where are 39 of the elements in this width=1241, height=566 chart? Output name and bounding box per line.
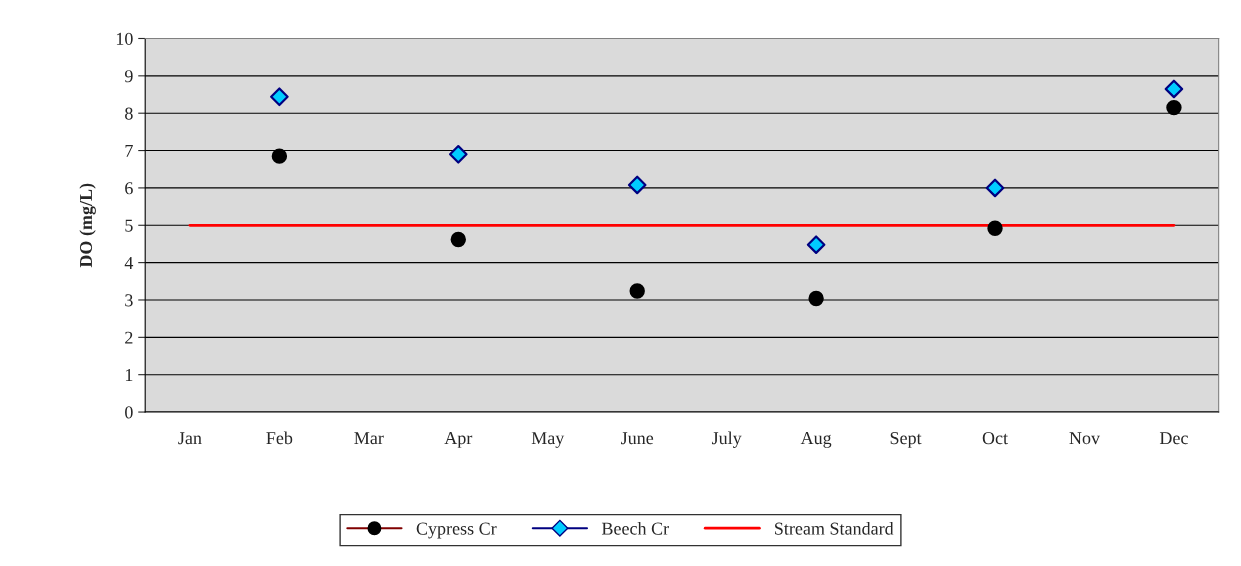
y-tick-label: 7	[125, 145, 133, 157]
x-tick-label: Dec	[1159, 432, 1188, 445]
point	[808, 290, 824, 307]
y-tick-label: 5	[125, 219, 133, 232]
point	[806, 235, 826, 255]
y-tick-label: 10	[116, 32, 133, 45]
point	[271, 148, 288, 164]
x-tick-label: Feb	[266, 431, 293, 445]
y-tick-label: 4	[124, 257, 134, 269]
y-tick-label: 3	[125, 294, 133, 307]
x-tick-label: Sept	[890, 432, 922, 448]
legend-label: Stream Standard	[775, 522, 894, 535]
point	[627, 175, 647, 195]
y-tick-label: 8	[125, 107, 133, 120]
x-tick-label: Nov	[1069, 432, 1101, 445]
y-tick-label: 2	[125, 331, 133, 344]
y-tick-label: 0	[125, 406, 133, 419]
point	[1166, 99, 1182, 116]
point	[985, 178, 1005, 198]
point	[450, 231, 466, 248]
y-tick-label: 6	[125, 182, 133, 195]
y-axis-title: DO (mg/L)	[79, 183, 96, 268]
point	[629, 283, 645, 299]
x-tick-label: Mar	[354, 432, 384, 445]
x-tick-label: July	[711, 431, 742, 448]
point	[270, 87, 289, 107]
point	[448, 144, 468, 164]
x-tick-label: Oct	[982, 432, 1008, 445]
x-tick-label: Aug	[800, 432, 832, 448]
y-tick-label: 1	[125, 369, 133, 381]
x-tick-label: June	[621, 432, 654, 445]
legend-label: Beech Cr	[601, 522, 669, 535]
point	[1164, 79, 1184, 99]
legend-label: Cypress Cr	[416, 522, 497, 539]
x-tick-label: Jan	[178, 432, 202, 445]
x-tick-label: Apr	[444, 432, 473, 448]
y-tick-label: 9	[124, 70, 133, 83]
x-tick-label: May	[531, 432, 565, 448]
point	[987, 220, 1003, 236]
